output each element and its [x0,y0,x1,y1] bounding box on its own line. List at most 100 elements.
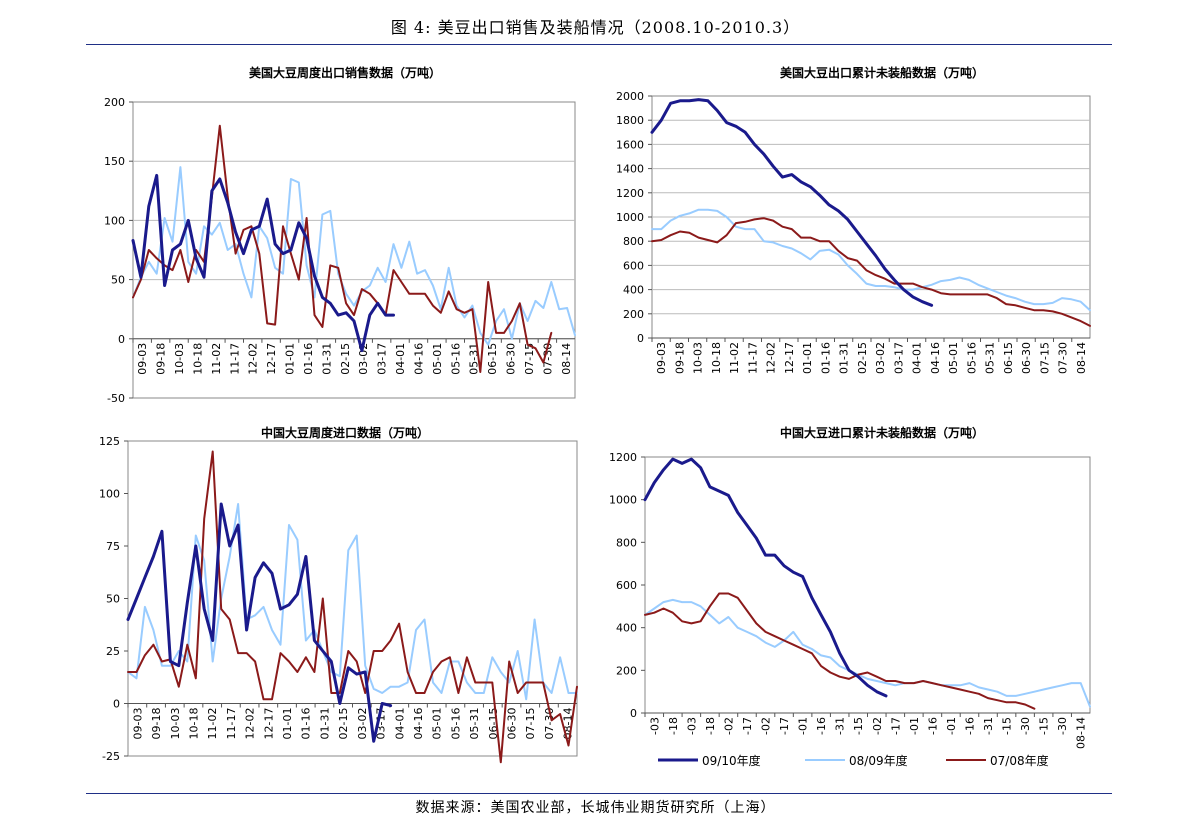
x-tick-label: 11-17 [228,343,241,375]
y-tick-label: 800 [623,235,644,248]
x-tick-label: 04-01 [393,708,406,740]
legend-label: 08/09年度 [849,753,908,768]
chart-title: 美国大豆周度出口销售数据（万吨） [249,65,441,80]
x-tick-label: 07-30 [543,708,556,740]
x-tick-label: -03 [685,717,698,735]
x-tick-label: 12-02 [765,342,778,374]
x-tick-label: 10-03 [173,343,186,375]
x-tick-label: -31 [834,717,847,735]
y-tick-label: 600 [616,579,637,592]
y-tick-label: 200 [616,664,637,677]
x-tick-label: 03-02 [874,342,887,374]
x-tick-label: 05-16 [965,342,978,374]
chart-title: 美国大豆出口累计未装船数据（万吨） [780,65,984,80]
x-tick-label: 12-17 [783,342,796,374]
x-tick-label: -02 [760,717,773,735]
x-tick-label: 10-03 [169,708,182,740]
chart-title: 中国大豆周度进口数据（万吨） [261,425,429,440]
x-tick-label: -30 [1019,717,1032,735]
x-tick-label: 05-16 [449,343,462,375]
y-tick-label: -50 [107,392,125,405]
x-tick-label: 02-15 [337,708,350,740]
x-tick-label: 05-31 [984,342,997,374]
x-tick-label: 06-30 [506,708,519,740]
y-tick-label: 200 [104,96,125,109]
x-tick-label: -01 [797,717,810,735]
x-tick-label: 10-03 [692,342,705,374]
y-tick-label: 1200 [609,451,637,464]
x-tick-label: 03-17 [376,343,389,375]
x-tick-label: 07-30 [1057,342,1070,374]
y-tick-label: 125 [99,435,120,448]
x-tick-label: 08-14 [560,343,573,375]
chart-panel-3: 中国大豆周度进口数据（万吨） -25 0 25 50 75 100 125 09-03 09-18… [99,425,578,764]
x-tick-label: 05-01 [431,708,444,740]
series-line-08-09 [644,598,1091,708]
x-tick-label: 05-01 [431,343,444,375]
x-tick-label: 11-02 [206,708,219,740]
x-tick-label: 02-15 [339,343,352,375]
x-tick-label: -17 [741,717,754,735]
x-tick-label: 09-18 [673,342,686,374]
chart-title: 中国大豆进口累计未装船数据（万吨） [780,425,984,440]
legend-label: 07/08年度 [990,753,1049,768]
series-line-09-10 [126,502,393,743]
x-tick-label: 11-17 [225,708,238,740]
x-tick-label: 06-30 [1020,342,1033,374]
y-tick-label: 1600 [616,138,644,151]
series-line-09-10 [643,457,888,698]
x-tick-label: -16 [963,717,976,735]
x-tick-label: 01-16 [302,343,315,375]
x-tick-label: 04-01 [394,343,407,375]
x-tick-label: 04-16 [929,342,942,374]
y-tick-label: 600 [623,259,644,272]
y-tick-label: 2000 [616,90,644,103]
y-tick-label: 1400 [616,163,644,176]
x-tick-label: 06-15 [486,343,499,375]
y-tick-label: 400 [616,622,637,635]
y-tick-label: 100 [104,214,125,227]
x-tick-label: 09-03 [136,343,149,375]
y-tick-label: 150 [104,155,125,168]
series-line-07-08 [651,217,1091,327]
x-tick-label: 07-15 [523,343,536,375]
y-tick-label: 0 [637,332,644,345]
x-tick-label: 10-18 [710,342,723,374]
x-tick-label: 12-02 [247,343,260,375]
x-tick-label: 05-31 [468,708,481,740]
series-line-09-10 [650,98,934,307]
y-tick-label: 200 [623,308,644,321]
x-tick-label: 09-18 [150,708,163,740]
y-tick-label: 0 [118,333,125,346]
x-tick-label: 08-14 [1075,717,1088,749]
y-tick-label: 0 [630,707,637,720]
chart-panel-1: 美国大豆周度出口销售数据（万吨） -50 0 50 100 150 200 09-03 09-1… [104,65,576,405]
x-tick-label: 03-02 [356,708,369,740]
x-tick-label: 06-15 [1002,342,1015,374]
y-tick-label: -25 [102,750,120,763]
x-tick-label: 06-30 [505,343,518,375]
x-tick-label: 01-31 [320,343,333,375]
legend-label: 09/10年度 [702,753,761,768]
x-tick-label: -01 [945,717,958,735]
x-tick-label: 01-16 [300,708,313,740]
x-tick-label: 05-01 [947,342,960,374]
x-tick-label: 01-01 [281,708,294,740]
series-line-07-08 [132,124,553,373]
x-tick-label: 01-16 [819,342,832,374]
x-tick-label: 11-02 [728,342,741,374]
x-tick-label: 10-18 [191,343,204,375]
x-tick-label: 02-15 [856,342,869,374]
x-tick-label: -15 [1038,717,1051,735]
chart-legend: 09/10年度 08/09年度 07/08年度 [658,753,1049,768]
x-tick-label: 05-16 [449,708,462,740]
series-line-07-08 [127,450,578,764]
y-tick-label: 75 [106,540,120,553]
x-tick-label: 09-03 [655,342,668,374]
x-tick-label: 12-17 [265,343,278,375]
x-tick-label: -15 [1001,717,1014,735]
x-tick-label: -18 [704,717,717,735]
x-tick-label: -02 [722,717,735,735]
series-line-08-09 [132,166,576,346]
